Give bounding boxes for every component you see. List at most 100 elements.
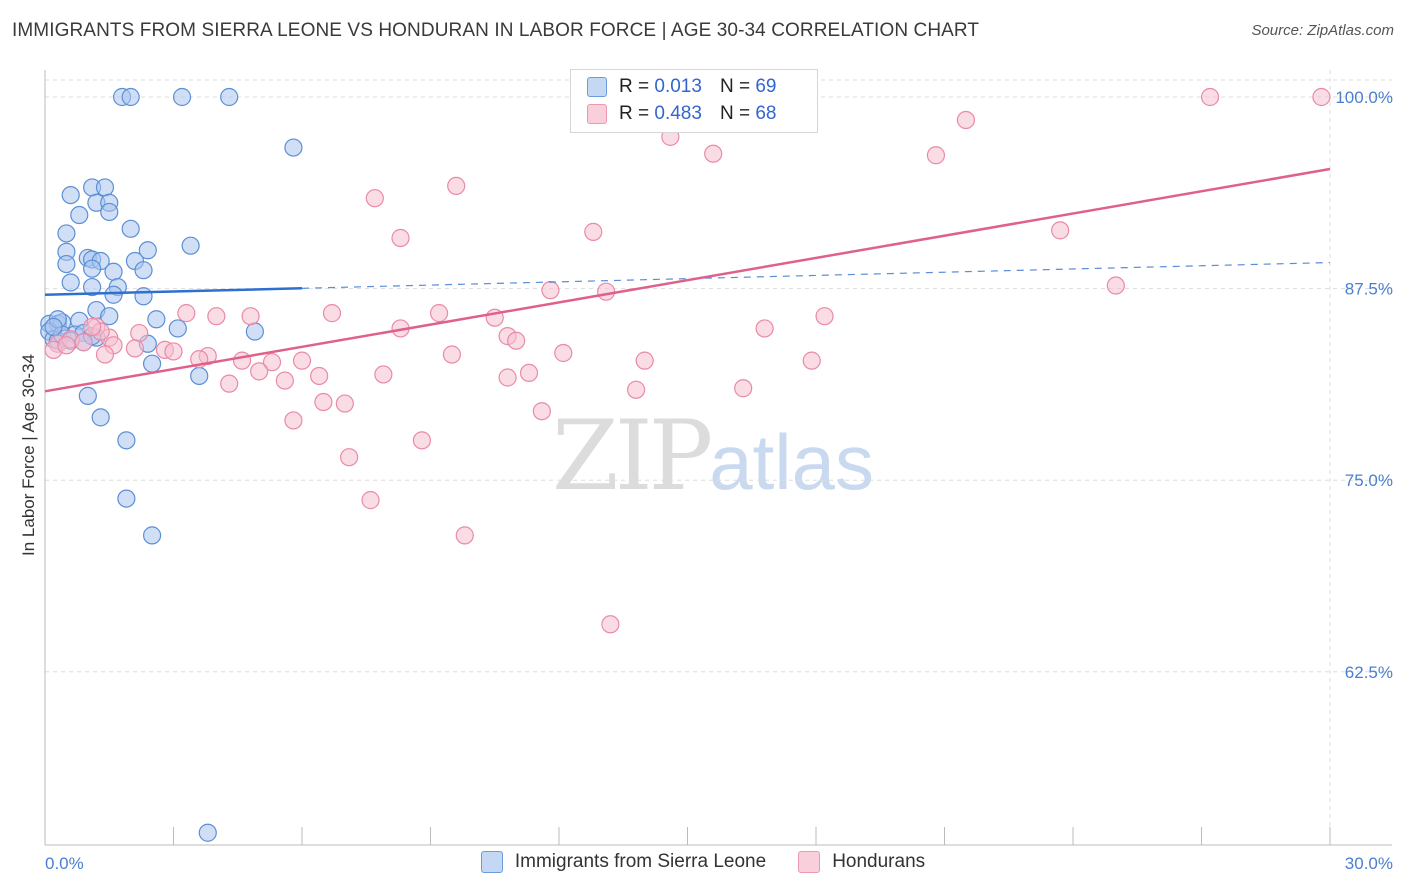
data-point bbox=[507, 331, 526, 350]
y-tick-label: 100.0% bbox=[1335, 88, 1393, 107]
data-point bbox=[322, 304, 342, 323]
data-point bbox=[275, 371, 294, 390]
data-point bbox=[601, 615, 620, 634]
data-point bbox=[168, 319, 187, 338]
data-point bbox=[220, 87, 239, 107]
y-axis-label: In Labor Force | Age 30-34 bbox=[19, 354, 38, 556]
legend-row-sierra-leone: R = 0.013 N = 69 bbox=[587, 74, 776, 100]
data-point bbox=[134, 287, 153, 306]
legend-swatch-pink bbox=[587, 104, 607, 124]
data-point bbox=[519, 363, 539, 383]
data-point bbox=[802, 351, 821, 370]
data-point bbox=[926, 146, 946, 165]
data-point bbox=[181, 236, 200, 255]
data-point bbox=[147, 310, 166, 329]
watermark: ZIPatlas bbox=[552, 400, 874, 512]
data-point bbox=[292, 351, 312, 370]
data-point bbox=[554, 343, 573, 363]
data-point bbox=[117, 489, 136, 508]
trend-line-sierra-leone-dashed bbox=[301, 261, 1331, 289]
data-point bbox=[956, 110, 976, 130]
data-point bbox=[83, 317, 102, 337]
data-point bbox=[734, 379, 753, 398]
x-tick-label: 30.0% bbox=[1345, 854, 1393, 873]
data-point bbox=[284, 138, 303, 157]
tick-labels: 100.0% 87.5% 75.0% 62.5% 0.0% 30.0% bbox=[45, 88, 1393, 873]
gridlines bbox=[45, 70, 1392, 845]
watermark-zip: ZIP bbox=[552, 400, 713, 512]
data-point bbox=[220, 374, 239, 393]
data-point bbox=[361, 491, 380, 510]
legend-swatch-blue bbox=[587, 77, 607, 97]
legend-label-hondurans: Hondurans bbox=[832, 851, 926, 872]
data-point bbox=[57, 336, 76, 355]
data-point bbox=[44, 317, 63, 337]
data-point bbox=[172, 87, 192, 107]
legend-n-label: N = bbox=[719, 103, 751, 124]
axes bbox=[44, 70, 1392, 846]
data-point bbox=[245, 322, 264, 341]
legend-n-value: 69 bbox=[755, 76, 777, 97]
data-point bbox=[104, 262, 123, 281]
data-point bbox=[232, 351, 252, 370]
data-point bbox=[57, 224, 76, 243]
data-point bbox=[121, 87, 140, 107]
data-point bbox=[1312, 87, 1331, 107]
data-point bbox=[310, 366, 329, 386]
data-point bbox=[104, 285, 123, 304]
data-point bbox=[335, 394, 354, 413]
data-point bbox=[429, 304, 449, 323]
data-point bbox=[391, 228, 410, 248]
data-point bbox=[198, 823, 217, 842]
legend-label-sierra-leone: Immigrants from Sierra Leone bbox=[514, 851, 767, 872]
data-point bbox=[91, 408, 110, 427]
data-point bbox=[164, 342, 183, 361]
data-point bbox=[95, 178, 115, 197]
data-point bbox=[626, 380, 646, 399]
legend-item-hondurans: Hondurans bbox=[798, 851, 925, 873]
series-sierra-leone-points bbox=[40, 87, 303, 842]
data-point bbox=[134, 261, 153, 280]
data-point bbox=[190, 366, 209, 386]
data-point bbox=[314, 392, 333, 412]
data-point bbox=[815, 307, 834, 326]
correlation-legend: R = 0.013 N = 69 R = 0.483 N = 68 bbox=[570, 69, 818, 133]
data-point bbox=[635, 351, 654, 370]
legend-r-value: 0.013 bbox=[654, 76, 702, 97]
data-point bbox=[177, 304, 196, 323]
trend-line-sierra-leone bbox=[44, 287, 303, 296]
trend-line-hondurans bbox=[44, 167, 1331, 393]
series-legend: Immigrants from Sierra Leone Hondurans bbox=[0, 851, 1406, 873]
data-point bbox=[142, 354, 162, 373]
data-point bbox=[584, 222, 603, 241]
data-point bbox=[100, 307, 119, 326]
data-point bbox=[57, 254, 76, 274]
data-point bbox=[100, 202, 119, 222]
data-point bbox=[125, 339, 145, 358]
data-point bbox=[340, 448, 359, 467]
x-tick-label: 0.0% bbox=[45, 854, 84, 873]
data-point bbox=[250, 362, 269, 381]
data-point bbox=[74, 333, 93, 352]
data-point bbox=[412, 431, 432, 450]
data-point bbox=[61, 273, 80, 292]
data-point bbox=[447, 176, 466, 196]
data-point bbox=[61, 185, 80, 205]
data-point bbox=[532, 402, 551, 421]
data-point bbox=[541, 281, 560, 300]
data-point bbox=[262, 353, 282, 372]
legend-n-label: N = bbox=[719, 76, 751, 97]
legend-item-sierra-leone: Immigrants from Sierra Leone bbox=[480, 851, 767, 873]
y-tick-label: 87.5% bbox=[1345, 280, 1393, 299]
data-point bbox=[755, 319, 774, 338]
data-point bbox=[704, 144, 723, 163]
legend-n-value: 68 bbox=[755, 103, 777, 124]
data-point bbox=[138, 241, 157, 260]
data-point bbox=[95, 345, 115, 364]
data-point bbox=[78, 386, 97, 405]
data-point bbox=[1051, 221, 1070, 240]
y-tick-label: 62.5% bbox=[1345, 663, 1393, 682]
legend-swatch-pink bbox=[798, 851, 821, 873]
data-point bbox=[1200, 87, 1220, 107]
